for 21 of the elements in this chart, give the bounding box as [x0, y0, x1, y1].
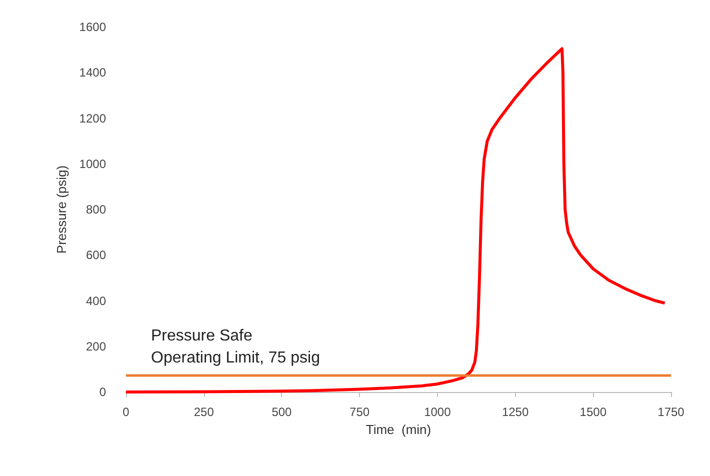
- x-tick-label: 500: [272, 405, 292, 419]
- x-tick-label: 1250: [502, 405, 529, 419]
- x-axis-title: Time (min): [366, 422, 432, 437]
- y-tick-label: 800: [86, 202, 106, 216]
- y-tick-label: 200: [86, 339, 106, 354]
- x-tick-label: 750: [350, 405, 370, 419]
- y-tick-label: 600: [86, 248, 106, 262]
- ref-line-label: Pressure Safe Operating Limit, 75 psig: [151, 327, 320, 366]
- x-tick-label: 0: [122, 405, 130, 419]
- y-tick-label: 1200: [79, 111, 106, 126]
- x-tick-label: 1500: [580, 405, 607, 419]
- x-tick-label: 250: [194, 405, 214, 419]
- y-tick-label: 1600: [79, 20, 106, 34]
- y-tick-label: 1400: [79, 66, 106, 80]
- line-series: [124, 47, 666, 394]
- y-axis-title: Pressure (psig): [54, 165, 69, 254]
- y-tick-label: 400: [86, 294, 106, 308]
- y-tick-label: 0: [99, 385, 106, 399]
- x-tick-label: 1000: [424, 405, 452, 419]
- y-tick-label: 1000: [79, 156, 106, 171]
- x-tick-label: 1750: [658, 405, 685, 419]
